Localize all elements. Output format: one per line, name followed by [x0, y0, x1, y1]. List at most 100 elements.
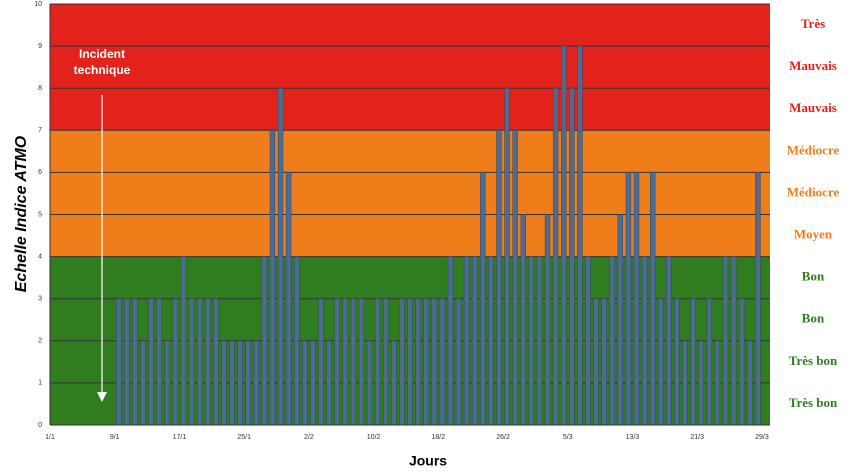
bar — [310, 340, 316, 426]
x-tick-label: 29/3 — [755, 434, 769, 441]
bar — [617, 214, 624, 426]
bar — [552, 87, 559, 426]
bar — [682, 340, 688, 426]
bar — [561, 45, 567, 426]
bar — [277, 87, 284, 426]
x-tick-label: 10/2 — [367, 434, 381, 441]
bar — [326, 340, 332, 426]
y-tick-label: 10 — [34, 1, 42, 8]
bar — [221, 340, 227, 426]
annotation-arrowhead — [97, 392, 107, 402]
y-tick-label: 6 — [38, 169, 42, 176]
bar — [641, 256, 648, 426]
x-tick-label: 25/1 — [237, 434, 251, 441]
y-tick-label: 4 — [38, 253, 42, 260]
y-tick-label: 1 — [38, 380, 42, 387]
bar — [439, 298, 446, 426]
x-tick-label: 21/3 — [690, 434, 704, 441]
annotation: Incident — [79, 47, 125, 61]
band-label: Très — [801, 16, 825, 31]
bar — [593, 298, 599, 426]
bar — [690, 298, 696, 426]
bar — [722, 256, 729, 426]
x-tick-label: 17/1 — [173, 434, 187, 441]
bar — [463, 256, 470, 426]
bar — [229, 340, 235, 426]
bar — [544, 214, 551, 426]
band-label: Médiocre — [787, 142, 840, 157]
y-tick-label: 8 — [38, 85, 42, 92]
x-tick-label: 26/2 — [496, 434, 510, 441]
bar — [520, 214, 526, 426]
bar — [609, 256, 615, 426]
y-tick-label: 3 — [38, 296, 42, 303]
bar — [374, 298, 381, 426]
bar — [674, 298, 680, 426]
band-label: Très bon — [789, 353, 838, 368]
y-axis-label: Echelle Indice ATMO — [13, 135, 30, 292]
bar — [253, 340, 259, 426]
band-label: Très bon — [789, 395, 838, 410]
bar — [302, 340, 308, 426]
bar — [747, 340, 753, 426]
bar — [366, 340, 373, 426]
bar — [237, 340, 243, 426]
bar — [423, 298, 429, 426]
bar — [140, 340, 146, 426]
bar — [496, 130, 502, 426]
bar — [455, 298, 462, 426]
bar — [528, 256, 535, 426]
bar — [625, 172, 632, 426]
annotation: technique — [74, 63, 131, 77]
bar — [391, 340, 397, 426]
bar — [383, 298, 389, 426]
bar — [172, 298, 179, 426]
bar — [714, 340, 721, 426]
bar — [585, 256, 591, 426]
bar — [730, 256, 737, 426]
bar — [205, 298, 211, 426]
bar — [577, 45, 583, 426]
x-axis-label: Jours — [409, 453, 447, 469]
band-label: Médiocre — [787, 184, 840, 199]
y-tick-label: 5 — [38, 211, 42, 218]
bar — [480, 172, 486, 426]
bar — [739, 298, 745, 426]
bar — [285, 172, 292, 426]
zone — [50, 130, 770, 257]
bar — [658, 298, 664, 426]
bar — [698, 340, 704, 426]
x-tick-label: 9/1 — [110, 434, 120, 441]
x-tick-label: 1/1 — [45, 434, 55, 441]
bar — [180, 256, 187, 426]
bar — [755, 172, 761, 426]
bar — [447, 256, 454, 426]
bar — [261, 256, 268, 426]
band-label: Bon — [802, 269, 825, 284]
bar — [358, 298, 365, 426]
bar — [431, 298, 437, 426]
bar — [116, 298, 122, 426]
band-label: Mauvais — [789, 100, 837, 115]
bar — [334, 298, 340, 426]
band-label: Bon — [802, 311, 825, 326]
bar — [124, 298, 130, 426]
bar — [294, 256, 300, 426]
bar — [512, 130, 518, 426]
bar — [318, 298, 324, 426]
y-tick-label: 9 — [38, 43, 42, 50]
bar — [650, 172, 656, 426]
band-label: Mauvais — [789, 58, 837, 73]
bar — [504, 87, 510, 426]
y-tick-label: 7 — [38, 127, 42, 134]
bar — [399, 298, 405, 426]
y-tick-label: 0 — [38, 422, 42, 429]
y-tick-label: 2 — [38, 338, 42, 345]
bar — [536, 256, 543, 426]
bar — [415, 298, 421, 426]
bar — [488, 256, 494, 426]
x-tick-label: 2/2 — [304, 434, 314, 441]
bar — [188, 298, 195, 426]
x-tick-label: 18/2 — [432, 434, 446, 441]
bar — [245, 340, 251, 426]
